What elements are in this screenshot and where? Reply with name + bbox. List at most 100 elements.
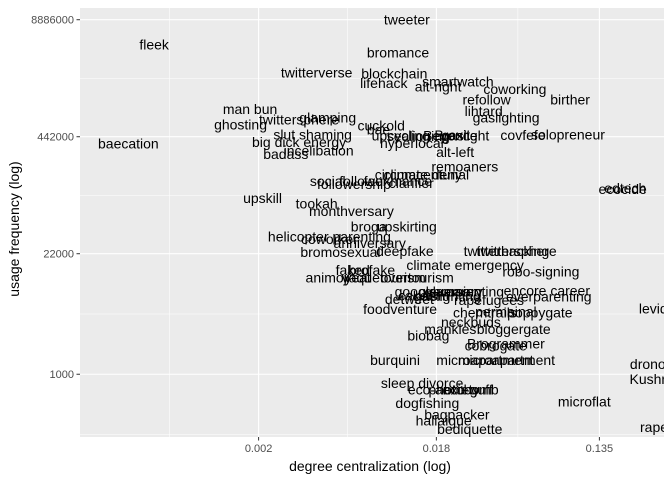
point-label: animoji xyxy=(306,269,350,285)
point-label: baecation xyxy=(98,136,159,152)
point-label: Beyonce xyxy=(423,128,478,144)
point-label: twittersphere xyxy=(476,243,556,259)
point-label: circumcentury xyxy=(375,166,462,182)
point-label: slut shaming xyxy=(273,126,352,142)
point-label: levidrome xyxy=(639,300,672,316)
point-label: photobomb xyxy=(429,381,499,397)
point-label: lifehack xyxy=(360,75,408,91)
point-label: sealioning xyxy=(387,128,450,144)
y-tick-label: 442000 xyxy=(37,132,74,144)
point-label: yeat xyxy=(344,269,371,285)
point-label: neckbuds xyxy=(441,314,501,330)
point-label: climate emergency xyxy=(406,257,524,273)
point-label: dronography xyxy=(630,356,672,372)
point-label: edtech xyxy=(604,180,646,196)
point-label: gaslight xyxy=(441,128,489,144)
point-label: foodventure xyxy=(363,301,437,317)
point-label: mankles xyxy=(424,321,476,337)
point-label: upskirting xyxy=(377,219,437,235)
point-label: coworking xyxy=(483,81,546,97)
point-label: brofake xyxy=(348,262,395,278)
point-label: encore career xyxy=(504,282,591,298)
point-label: gaslighting xyxy=(473,110,540,126)
y-tick-label: 22000 xyxy=(43,249,74,261)
point-label: cuckold xyxy=(357,117,404,133)
point-label: Brexit xyxy=(434,127,470,143)
point-label: biobag xyxy=(407,328,449,344)
point-label: lihtard xyxy=(465,103,503,119)
point-label: microapartment xyxy=(436,352,533,368)
point-label: eco-anxiety xyxy=(408,381,480,397)
point-label: overparenting xyxy=(418,284,504,300)
point-label: alt-left xyxy=(436,144,474,160)
point-label: cobrogate xyxy=(465,337,527,353)
point-label: twittersphere xyxy=(259,111,339,127)
point-label: coworker xyxy=(301,231,358,247)
point-label: covfefe xyxy=(500,127,545,143)
y-tick-label: 1000 xyxy=(50,369,74,381)
point-label: rapefugees xyxy=(454,292,524,308)
point-label: detweet xyxy=(385,291,434,307)
point-label: rapeseed xyxy=(640,419,672,435)
point-label: hallaigue xyxy=(416,413,472,429)
point-label: bromosexual xyxy=(300,244,380,260)
point-label: clarifier xyxy=(389,175,434,191)
point-label: social xyxy=(310,173,346,189)
point-label: bae xyxy=(367,122,391,138)
point-label: fleek xyxy=(139,37,170,53)
point-label: monthversary xyxy=(309,203,394,219)
point-label: faked xyxy=(336,262,370,278)
point-label: Brogrammer xyxy=(467,335,545,351)
point-label: googleversary xyxy=(395,283,483,299)
point-label: upskill xyxy=(243,190,282,206)
point-label: eco-guff xyxy=(442,381,492,397)
point-label: refollow xyxy=(463,91,512,107)
point-label: sleep divorce xyxy=(381,375,464,391)
x-tick-label: 0.002 xyxy=(245,443,273,455)
point-label: anniversary xyxy=(334,235,406,251)
point-label: fauxmance xyxy=(364,173,433,189)
point-label: glamping xyxy=(425,283,482,299)
point-label: gaslighting xyxy=(414,288,481,304)
point-label: Kushnergate xyxy=(630,371,672,387)
point-label: poppygate xyxy=(507,304,573,320)
point-label: burquini xyxy=(370,352,420,368)
point-label: smartwatch xyxy=(422,74,494,90)
point-label: dogfishing xyxy=(395,395,459,411)
point-label: overtourism xyxy=(381,269,454,285)
point-label: microflat xyxy=(558,393,611,409)
point-label: alt-right xyxy=(415,79,462,95)
point-label: vaquetourism xyxy=(342,269,426,285)
point-label: blockchain xyxy=(361,65,427,81)
x-axis-title: degree centralization (log) xyxy=(289,458,451,474)
point-label: deepfake xyxy=(376,243,434,259)
point-label: glamping xyxy=(299,110,356,126)
point-label: broga xyxy=(351,219,387,235)
point-label: hyperlocal xyxy=(380,135,444,151)
point-label: helicopter parenting xyxy=(268,229,391,245)
point-label: cakeism xyxy=(398,288,449,304)
y-axis-title: usage frequency (log) xyxy=(6,161,22,296)
point-label: bromance xyxy=(367,44,429,60)
point-label: followership xyxy=(317,176,391,192)
plot-panel xyxy=(80,8,664,437)
point-label: man bun xyxy=(223,101,277,117)
point-label: bloggergate xyxy=(477,321,551,337)
point-label: chemtrails xyxy=(453,304,517,320)
point-label: twitterhacking xyxy=(464,243,550,259)
point-label: bagpacker xyxy=(424,407,490,423)
point-label: upcycling xyxy=(372,128,430,144)
point-label: twitterverse xyxy=(281,64,353,80)
point-label: badass xyxy=(263,146,308,162)
point-label: solopreneur xyxy=(531,126,605,142)
point-label: birther xyxy=(550,91,590,107)
point-label: tweeter xyxy=(384,12,430,28)
point-label: incelibation xyxy=(284,143,354,159)
point-label: permainal xyxy=(475,303,536,319)
point-label: tookah xyxy=(296,195,338,211)
point-label: ghosting xyxy=(214,116,267,132)
point-label: remoaners xyxy=(431,158,498,174)
point-label: follower xyxy=(339,173,388,189)
